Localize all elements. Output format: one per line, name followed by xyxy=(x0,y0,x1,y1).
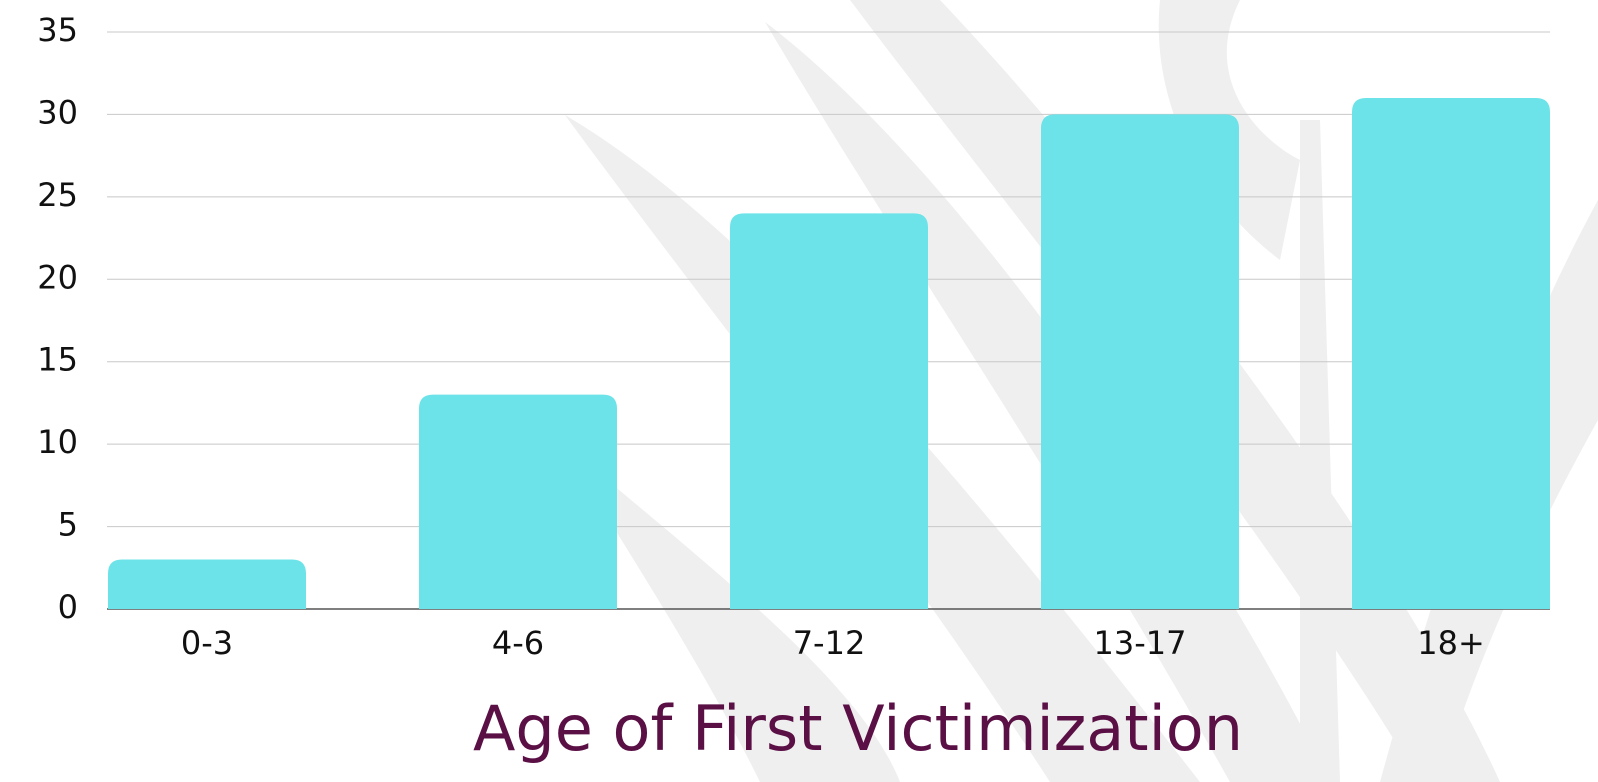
bar xyxy=(730,213,928,609)
page: Age of First Victimization 0 5 10 15 20 25 30 3… xyxy=(0,0,1598,782)
y-tick-label: 30 xyxy=(37,93,78,131)
y-tick-label: 35 xyxy=(37,11,78,49)
y-tick-label: 15 xyxy=(37,341,78,379)
chart: Age of First Victimization 0 5 10 15 20 25 30 3… xyxy=(0,0,1598,782)
y-tick-label: 0 xyxy=(58,588,78,626)
bar xyxy=(108,560,306,609)
y-tick-label: 20 xyxy=(37,258,78,296)
x-tick-label: 4-6 xyxy=(492,624,544,662)
x-tick-label: 18+ xyxy=(1417,624,1485,662)
x-tick-label: 0-3 xyxy=(181,624,233,662)
bar xyxy=(1041,114,1239,609)
y-tick-label: 5 xyxy=(58,506,78,544)
y-tick-label: 10 xyxy=(37,423,78,461)
x-axis-title: Age of First Victimization xyxy=(473,692,1243,765)
x-tick-label: 7-12 xyxy=(793,624,866,662)
bar xyxy=(1352,98,1550,609)
y-tick-label: 25 xyxy=(37,176,78,214)
bar xyxy=(419,395,617,609)
leaf-shape xyxy=(1300,120,1340,782)
x-tick-label: 13-17 xyxy=(1094,624,1187,662)
